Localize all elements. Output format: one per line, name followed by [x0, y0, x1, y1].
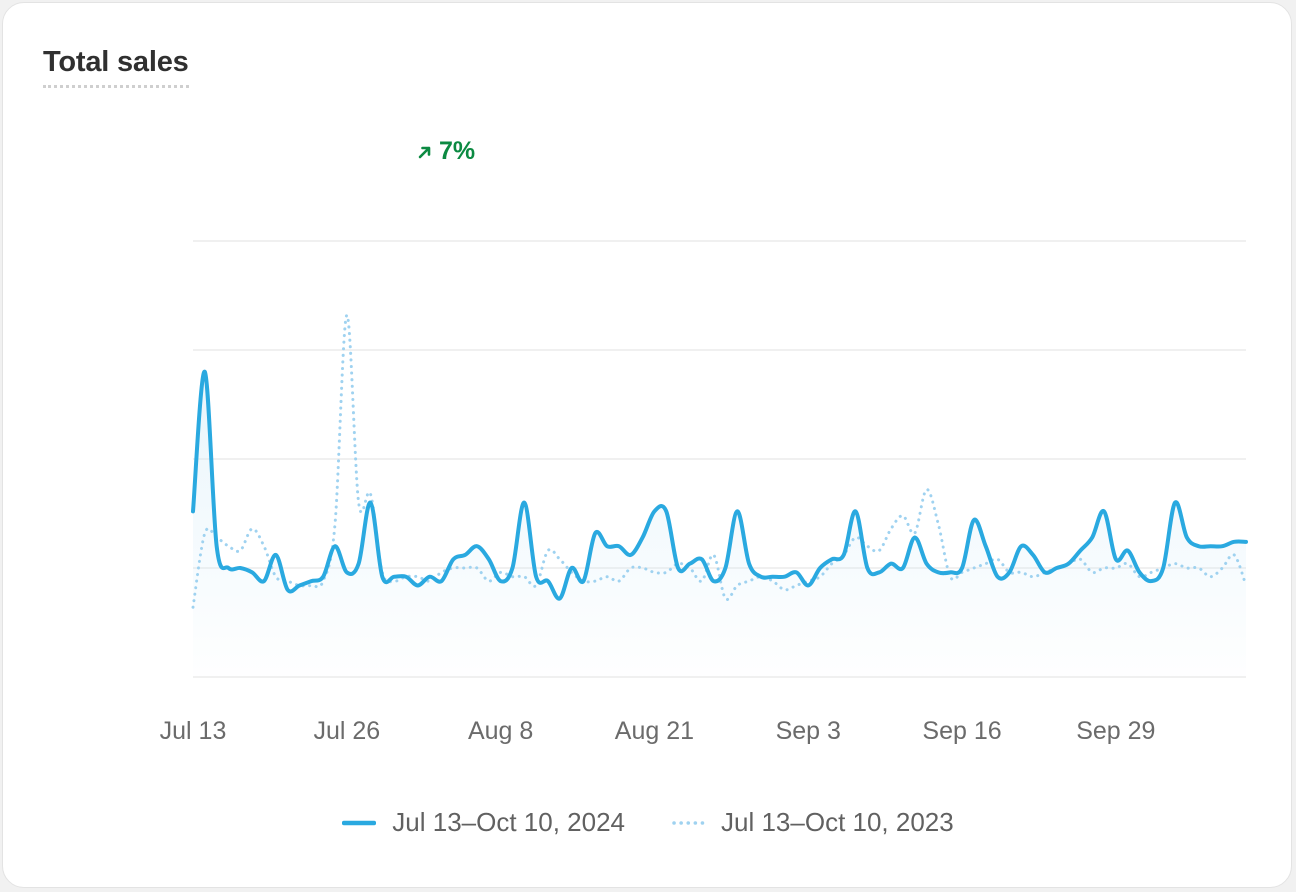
trend-indicator: 7%: [417, 137, 475, 166]
dotted-line-swatch: [672, 820, 705, 825]
legend-label-previous: Jul 13–Oct 10, 2023: [721, 807, 954, 837]
x-tick-label: Aug 8: [468, 717, 533, 745]
legend-label-current: Jul 13–Oct 10, 2024: [392, 807, 625, 837]
solid-line-swatch: [342, 820, 377, 825]
x-tick-label: Sep 16: [922, 717, 1001, 745]
x-tick-label: Sep 29: [1076, 717, 1155, 745]
sales-line-chart: Jul 13 Jul 26 Aug 8 Aug 21 Sep 3 Sep 16 Sep 29: [160, 240, 1248, 745]
chart-legend: Jul 13–Oct 10, 2024 Jul 13–Oct 10, 2023: [3, 807, 1291, 838]
x-tick-label: Sep 3: [776, 717, 841, 745]
arrow-up-right-icon: [418, 146, 431, 158]
legend-item-current[interactable]: Jul 13–Oct 10, 2024: [342, 807, 625, 838]
legend-item-previous[interactable]: Jul 13–Oct 10, 2023: [671, 807, 954, 838]
x-tick-label: Jul 13: [160, 717, 227, 745]
card-title[interactable]: Total sales: [43, 45, 189, 88]
series-line-current-year[interactable]: [191, 369, 1248, 601]
trend-value: 7%: [439, 137, 476, 165]
current-series-area: [193, 371, 1246, 677]
x-tick-label: Jul 26: [313, 717, 380, 745]
x-tick-label: Aug 21: [615, 717, 694, 745]
